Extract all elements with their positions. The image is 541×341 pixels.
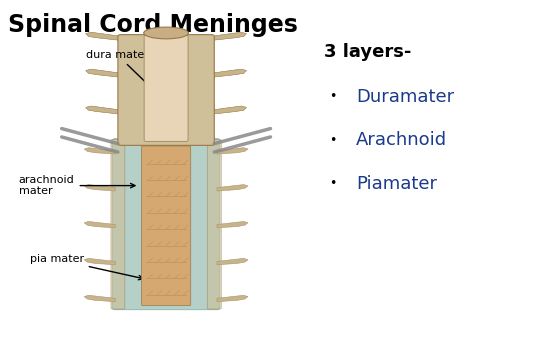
Polygon shape: [86, 106, 121, 114]
Polygon shape: [212, 69, 246, 77]
Polygon shape: [217, 295, 248, 302]
Text: 3 layers-: 3 layers-: [324, 43, 411, 61]
Polygon shape: [84, 184, 115, 191]
Polygon shape: [217, 184, 248, 191]
Text: dura mater: dura mater: [86, 50, 152, 89]
Polygon shape: [212, 32, 246, 40]
Text: •: •: [329, 134, 337, 147]
Text: •: •: [329, 90, 337, 103]
FancyBboxPatch shape: [207, 139, 221, 309]
Text: Duramater: Duramater: [356, 88, 454, 106]
Polygon shape: [86, 32, 121, 40]
FancyBboxPatch shape: [111, 139, 125, 309]
Polygon shape: [84, 295, 115, 302]
Polygon shape: [217, 148, 248, 154]
FancyBboxPatch shape: [144, 35, 188, 141]
Text: arachnoid
mater: arachnoid mater: [19, 175, 135, 196]
FancyBboxPatch shape: [113, 139, 220, 310]
Text: Spinal Cord Meninges: Spinal Cord Meninges: [8, 13, 298, 37]
FancyBboxPatch shape: [141, 146, 191, 306]
Polygon shape: [86, 106, 121, 114]
FancyBboxPatch shape: [118, 35, 214, 145]
Polygon shape: [84, 148, 115, 154]
Polygon shape: [212, 69, 246, 77]
Polygon shape: [217, 222, 248, 228]
Polygon shape: [84, 222, 115, 228]
Polygon shape: [212, 106, 246, 114]
Polygon shape: [86, 69, 121, 77]
Text: Piamater: Piamater: [356, 175, 437, 193]
Ellipse shape: [144, 27, 188, 39]
Polygon shape: [84, 258, 115, 265]
Polygon shape: [212, 32, 246, 40]
Polygon shape: [212, 106, 246, 114]
Text: Arachnoid: Arachnoid: [356, 131, 447, 149]
Polygon shape: [217, 258, 248, 265]
Text: pia mater: pia mater: [30, 254, 143, 280]
Text: •: •: [329, 177, 337, 190]
Polygon shape: [86, 32, 121, 40]
Polygon shape: [86, 69, 121, 77]
